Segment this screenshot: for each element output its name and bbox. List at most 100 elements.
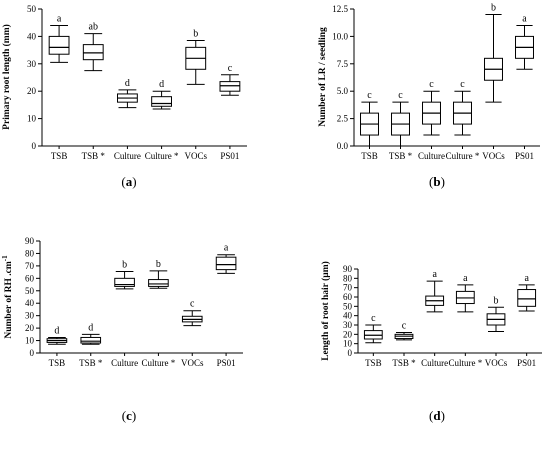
x-tick-label: VOCs <box>184 151 207 161</box>
y-tick-label: 80 <box>25 248 35 258</box>
iqr-box <box>215 256 237 271</box>
y-tick-label: 10 <box>27 114 37 124</box>
significance-letter: a <box>432 269 437 280</box>
y-tick-label: 50 <box>25 286 35 296</box>
box-plot <box>394 331 414 341</box>
box-plot <box>114 270 135 290</box>
y-tick-label: 0 <box>348 348 353 358</box>
x-tick-label: PS01 <box>220 151 239 161</box>
y-tick-label: 0.0 <box>337 141 349 151</box>
y-tick-label: 70 <box>25 261 35 271</box>
x-tick-label: TSB <box>365 358 382 368</box>
y-tick-label: 0 <box>32 141 37 151</box>
significance-letter: a <box>524 273 529 284</box>
panel-c: 0 10 20 30 40 50 60 70 80 90 TSB TSB * Culture Cultur… <box>1 236 243 423</box>
y-tick-label: 30 <box>25 311 35 321</box>
y-tick-label: 40 <box>343 311 353 321</box>
y-tick-label: 50 <box>343 301 353 311</box>
x-tick-label: Culture * <box>446 151 480 161</box>
x-tick-label: Culture <box>114 151 141 161</box>
box-plot <box>148 270 169 289</box>
y-tick-label: 0 <box>30 348 35 358</box>
iqr-box <box>82 44 104 61</box>
y-tick-label: 40 <box>27 31 37 41</box>
box-plot <box>363 324 383 344</box>
box-plot <box>455 284 475 313</box>
significance-letter: c <box>367 90 372 101</box>
box-plot <box>425 280 445 313</box>
iqr-box <box>148 279 169 287</box>
box-plot <box>82 33 104 72</box>
y-axis-label: Number of LR / seedling <box>318 27 328 127</box>
y-tick-label: 50 <box>27 4 37 14</box>
y-tick-label: 30 <box>27 59 37 69</box>
box-plot <box>422 90 441 136</box>
significance-letter: b <box>122 259 127 270</box>
significance-letter: b <box>494 295 499 306</box>
y-tick-label: 40 <box>25 298 35 308</box>
x-tick-label: VOCs <box>482 151 505 161</box>
x-tick-label: Culture * <box>145 151 179 161</box>
iqr-box <box>48 35 70 55</box>
x-tick-label: Culture <box>418 151 445 161</box>
y-tick-label: 80 <box>343 273 353 283</box>
significance-letter: c <box>371 313 376 324</box>
x-tick-label: TSB <box>49 358 66 368</box>
x-tick-label: TSB * <box>392 358 416 368</box>
y-tick-label: 20 <box>25 323 35 333</box>
significance-letter: c <box>402 320 407 331</box>
y-tick-label: 20 <box>343 329 353 339</box>
panel-caption: (c) <box>122 408 136 423</box>
iqr-box <box>219 81 241 92</box>
significance-letter: a <box>463 273 468 284</box>
significance-letter: d <box>88 322 93 333</box>
y-tick-label: 5.0 <box>337 86 349 96</box>
y-tick-label: 60 <box>343 292 353 302</box>
x-tick-label: TSB * <box>389 151 413 161</box>
panel-caption: (b) <box>429 174 445 189</box>
box-plot <box>391 101 410 147</box>
x-tick-label: PS01 <box>217 358 236 368</box>
significance-letter: a <box>522 13 527 24</box>
box-plot <box>453 90 472 136</box>
iqr-box <box>151 96 172 107</box>
box-plot <box>151 90 172 110</box>
y-axis-label: Number of RH .cm-1 <box>1 255 14 339</box>
significance-letter: c <box>429 79 434 90</box>
x-tick-label: VOCs <box>181 358 204 368</box>
x-tick-label: VOCs <box>485 358 508 368</box>
significance-letter: d <box>159 79 164 90</box>
significance-letter: a <box>57 13 62 24</box>
panel-caption: (d) <box>429 408 445 423</box>
x-tick-label: Culture <box>111 358 138 368</box>
iqr-box <box>517 289 537 307</box>
x-tick-label: TSB * <box>82 151 106 161</box>
y-tick-label: 90 <box>343 264 353 274</box>
x-tick-label: Culture <box>421 358 448 368</box>
panel-b: 0.0 2.5 5.0 7.5 10.0 12.5 TSB TSB * Culture Cultu… <box>318 2 540 189</box>
x-tick-label: Culture * <box>448 358 482 368</box>
iqr-box <box>114 277 135 287</box>
significance-letter: b <box>193 29 198 40</box>
box-plot <box>515 24 534 70</box>
panel-a: 0 10 20 30 40 50 TSB TSB * Culture Culture * VOCs P… <box>1 4 247 189</box>
y-axis-label: Primary root length (mm) <box>1 24 12 130</box>
significance-letter: d <box>54 325 59 336</box>
y-tick-label: 2.5 <box>337 114 349 124</box>
y-tick-label: 90 <box>25 236 35 246</box>
iqr-box <box>80 336 102 344</box>
significance-letter: a <box>224 243 229 254</box>
box-plot <box>215 254 237 274</box>
significance-letter: b <box>491 2 496 13</box>
x-tick-label: TSB * <box>79 358 103 368</box>
y-axis-label: Length of root hair (µm) <box>320 261 331 361</box>
x-tick-label: Culture * <box>142 358 176 368</box>
y-tick-label: 70 <box>343 283 353 293</box>
box-plot <box>80 333 102 345</box>
significance-letter: ab <box>89 22 98 33</box>
significance-letter: b <box>156 259 161 270</box>
y-tick-label: 20 <box>27 86 37 96</box>
box-plot <box>185 40 207 85</box>
